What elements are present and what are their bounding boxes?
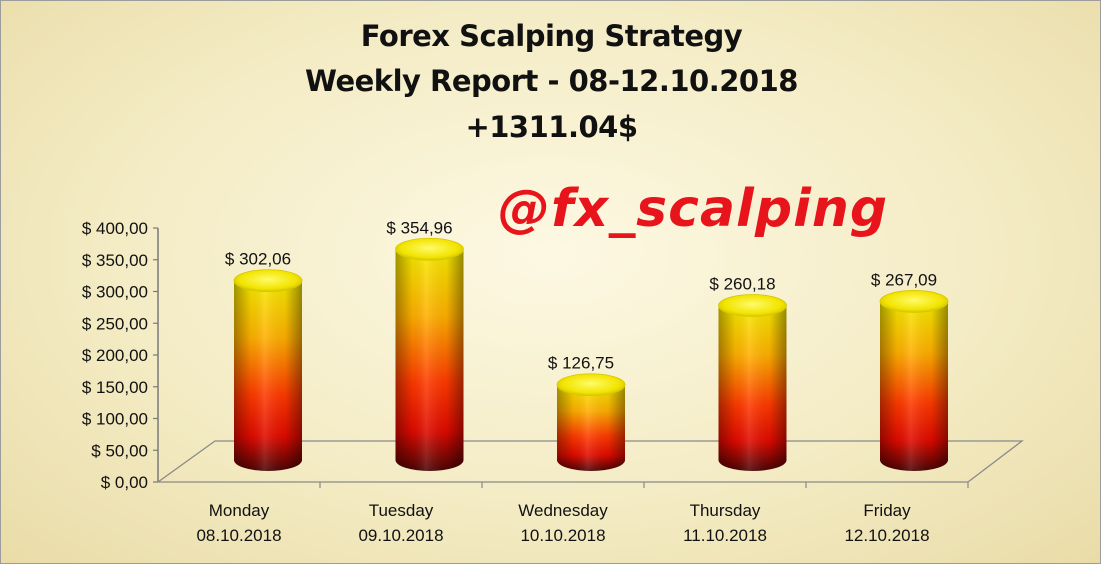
data-label: $ 260,18 xyxy=(709,275,775,294)
chart-subtitle: Weekly Report - 08-12.10.2018 xyxy=(305,64,798,98)
x-tick-label-date: 11.10.2018 xyxy=(683,526,767,545)
y-tick-label: $ 400,00 xyxy=(82,219,148,238)
bar-cap xyxy=(718,294,787,317)
bar-1 xyxy=(233,269,303,471)
data-label: $ 267,09 xyxy=(871,270,937,289)
bar-cap xyxy=(556,373,626,397)
y-tick-label: $ 350,00 xyxy=(82,251,148,270)
x-tick-label-day: Friday xyxy=(863,501,911,520)
x-tick-label-date: 12.10.2018 xyxy=(844,526,929,545)
bar-shade xyxy=(718,305,787,472)
x-tick-label-day: Tuesday xyxy=(369,501,434,520)
x-tick-label-date: 10.10.2018 xyxy=(520,526,605,545)
bar-3 xyxy=(556,373,626,471)
y-tick-label: $ 150,00 xyxy=(82,378,148,397)
bar-shade xyxy=(234,280,302,471)
bar-cap xyxy=(233,269,303,293)
y-tick-label: $ 200,00 xyxy=(82,346,148,365)
y-tick-label: $ 0,00 xyxy=(101,473,148,492)
y-tick-label: $ 250,00 xyxy=(82,314,148,333)
x-tick-label-day: Wednesday xyxy=(518,501,608,520)
data-label: $ 126,75 xyxy=(548,354,614,373)
x-tick-label-date: 09.10.2018 xyxy=(358,526,443,545)
bar-2 xyxy=(395,237,464,472)
y-tick-label: $ 300,00 xyxy=(82,283,148,302)
bar-cap xyxy=(879,290,949,313)
bar-5 xyxy=(879,290,949,471)
y-tick-label: $ 50,00 xyxy=(91,441,148,460)
bars xyxy=(233,237,949,472)
x-tick-label-day: Monday xyxy=(209,501,270,520)
chart-floor xyxy=(155,440,1024,488)
labels: $ 302,06 Monday 08.10.2018 $ 354,96 Tuesday 0… xyxy=(196,218,937,545)
bar-shade xyxy=(880,301,948,471)
floor-plane xyxy=(155,440,1024,483)
x-tick-label-date: 08.10.2018 xyxy=(196,526,281,545)
bar-4 xyxy=(718,294,787,472)
bar-shade xyxy=(395,249,464,472)
data-label: $ 302,06 xyxy=(225,250,291,269)
y-tick-label: $ 100,00 xyxy=(82,410,148,429)
bar-shade xyxy=(557,384,625,471)
y-axis: $ 0,00 $ 50,00 $ 100,00 $ 150,00 $ 200,00 $ 2… xyxy=(82,219,159,492)
bar-cap xyxy=(395,237,464,261)
x-tick-label-day: Thursday xyxy=(690,501,761,520)
watermark-text: @fx_scalping xyxy=(498,179,889,239)
data-label: $ 354,96 xyxy=(386,218,452,237)
chart-total: +1311.04$ xyxy=(465,110,638,144)
chart-title: Forex Scalping Strategy xyxy=(360,19,743,53)
